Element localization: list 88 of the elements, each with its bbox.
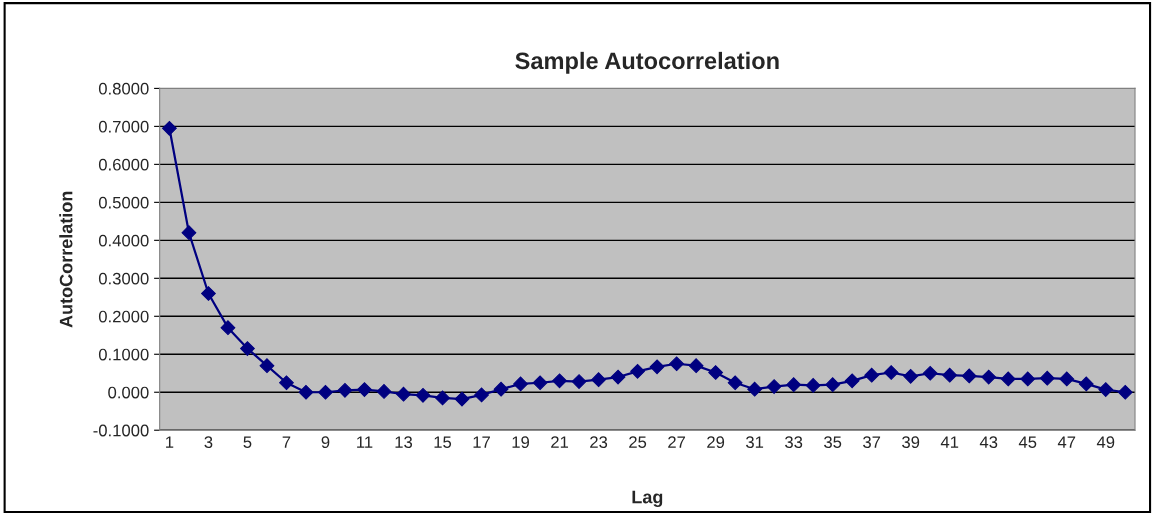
point xyxy=(1020,371,1036,387)
point xyxy=(415,387,431,403)
x-tick-label: 37 xyxy=(863,436,881,449)
x-tick-label: 43 xyxy=(979,436,998,449)
x-tick-label: 27 xyxy=(668,436,686,448)
y-axis-title: AutoCorrelation xyxy=(59,191,73,328)
point xyxy=(298,384,314,400)
y-tick-label: 0.3000 xyxy=(98,272,149,285)
point xyxy=(201,286,216,301)
y-tick-label: 0.2000 xyxy=(98,310,149,323)
y-tick-label: -0.1000 xyxy=(93,424,149,437)
point xyxy=(259,358,275,374)
point xyxy=(922,365,938,381)
point xyxy=(1117,384,1133,400)
chart-title: Sample Autocorrelation xyxy=(515,51,779,74)
x-tick-label: 47 xyxy=(1057,436,1076,448)
point xyxy=(610,369,626,385)
point xyxy=(474,387,489,403)
point xyxy=(493,381,509,397)
point xyxy=(435,390,450,406)
point xyxy=(805,378,821,393)
y-tick-label: 0.4000 xyxy=(98,234,149,247)
point xyxy=(825,377,841,393)
point xyxy=(454,391,470,407)
x-tick-label: 19 xyxy=(512,436,530,449)
point xyxy=(181,225,197,241)
x-tick-label: 45 xyxy=(1018,436,1037,449)
point xyxy=(786,377,802,393)
point xyxy=(220,320,236,336)
point xyxy=(1098,382,1114,397)
point xyxy=(864,367,880,383)
y-tick-label: 0.6000 xyxy=(98,158,149,171)
point xyxy=(1000,371,1016,387)
x-tick-label: 5 xyxy=(243,436,252,449)
point xyxy=(376,384,392,399)
point xyxy=(688,358,704,374)
point xyxy=(532,375,548,391)
point xyxy=(883,365,899,380)
x-tick-label: 39 xyxy=(902,436,920,449)
x-tick-label: 7 xyxy=(282,436,291,448)
point xyxy=(1059,371,1075,387)
y-tick-label: 0.1000 xyxy=(98,348,149,361)
point xyxy=(396,386,411,402)
y-tick-label: 0.7000 xyxy=(98,120,149,133)
point xyxy=(903,368,919,384)
point xyxy=(318,384,333,400)
point xyxy=(630,363,645,379)
x-tick-label: 9 xyxy=(321,436,330,449)
point xyxy=(942,367,958,383)
x-tick-label: 25 xyxy=(629,436,647,449)
x-tick-label: 13 xyxy=(395,436,413,449)
point xyxy=(708,365,724,380)
x-tick-label: 17 xyxy=(473,436,490,448)
y-tick-label: 0.8000 xyxy=(98,82,149,95)
x-tick-label: 1 xyxy=(166,436,174,448)
point xyxy=(1039,370,1055,386)
point xyxy=(357,382,372,397)
point xyxy=(591,372,606,388)
x-axis-title: Lag xyxy=(632,490,663,508)
y-tick-label: 0.5000 xyxy=(98,196,149,209)
point xyxy=(844,373,860,389)
x-tick-label: 11 xyxy=(357,436,373,448)
x-tick-label: 3 xyxy=(204,436,213,449)
point xyxy=(279,375,294,391)
point xyxy=(513,376,528,392)
x-tick-label: 41 xyxy=(940,436,959,448)
x-tick-label: 35 xyxy=(824,436,842,449)
point xyxy=(571,374,587,389)
point xyxy=(766,379,782,394)
point xyxy=(961,368,977,384)
point xyxy=(727,375,743,391)
point xyxy=(1078,376,1094,392)
point xyxy=(747,381,763,397)
x-tick-label: 33 xyxy=(785,436,803,449)
point xyxy=(162,120,177,136)
point xyxy=(981,369,997,385)
point xyxy=(669,356,684,372)
x-tick-label: 15 xyxy=(434,436,452,449)
point xyxy=(240,341,255,356)
point xyxy=(649,359,665,375)
x-tick-label: 49 xyxy=(1096,436,1115,449)
point xyxy=(337,382,353,398)
x-tick-label: 23 xyxy=(590,436,608,449)
point xyxy=(552,373,567,389)
x-tick-label: 29 xyxy=(707,436,725,449)
x-tick-label: 21 xyxy=(551,436,569,448)
x-tick-label: 31 xyxy=(746,436,764,449)
y-tick-label: 0.000 xyxy=(108,386,149,399)
